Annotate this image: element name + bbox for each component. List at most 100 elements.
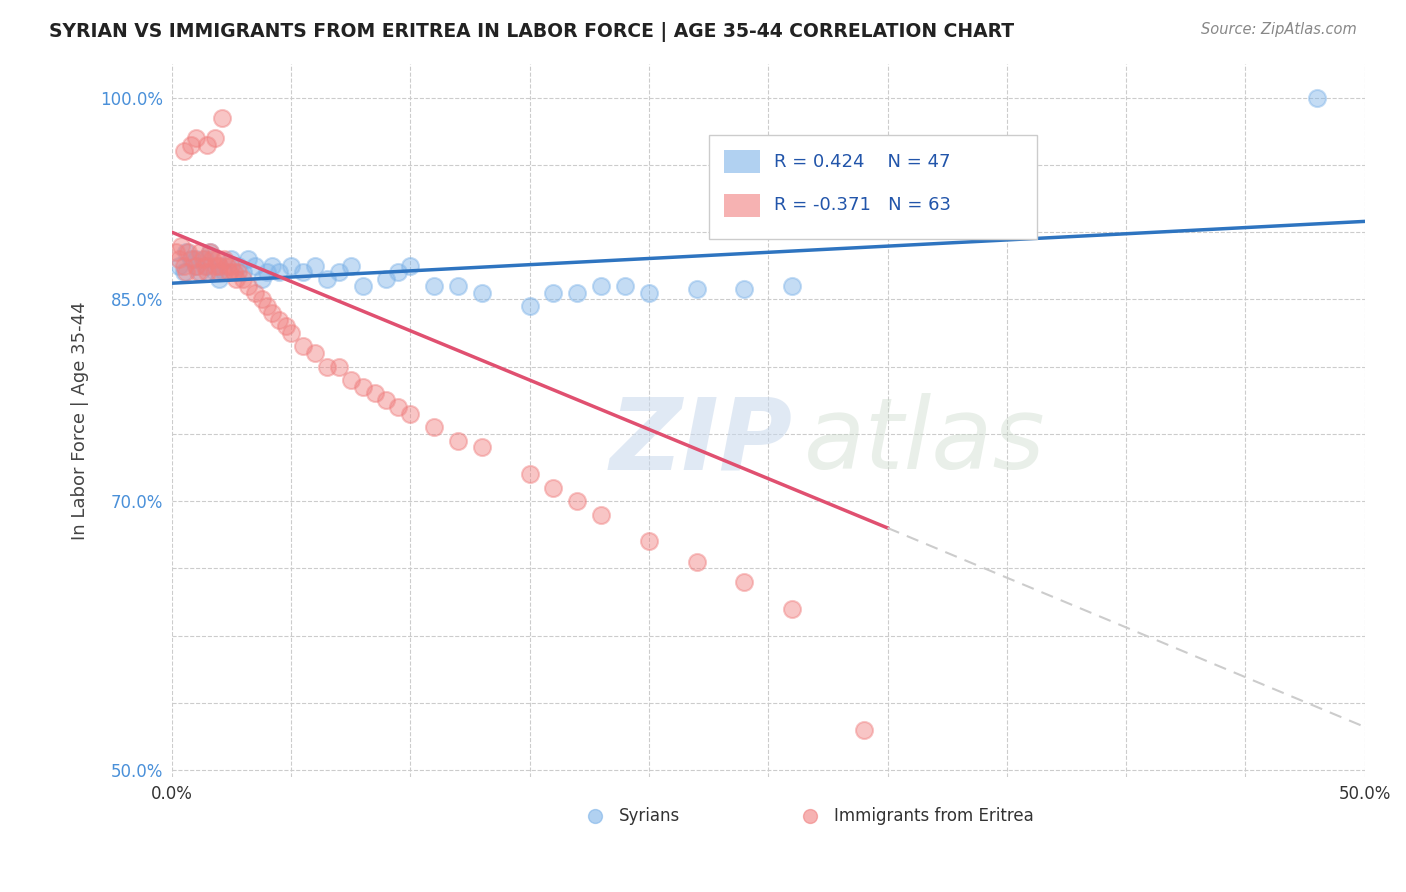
Point — [567, 494, 589, 508]
Point — [215, 259, 238, 273]
Text: ZIP: ZIP — [609, 393, 792, 491]
Point — [180, 137, 202, 152]
Point — [221, 252, 243, 266]
Point — [167, 259, 190, 273]
Point — [232, 272, 254, 286]
Point — [387, 265, 409, 279]
Point — [228, 265, 250, 279]
Point — [387, 400, 409, 414]
Point — [177, 245, 200, 260]
Point — [852, 723, 875, 737]
Point — [245, 285, 267, 300]
Point — [188, 265, 211, 279]
Point — [423, 420, 446, 434]
Point — [276, 319, 298, 334]
Point — [174, 265, 197, 279]
FancyBboxPatch shape — [724, 194, 759, 218]
Point — [471, 285, 494, 300]
Point — [447, 279, 470, 293]
Point — [204, 265, 226, 279]
Point — [212, 252, 235, 266]
Point — [291, 339, 314, 353]
Point — [1306, 91, 1329, 105]
Point — [375, 272, 398, 286]
Point — [173, 145, 195, 159]
Point — [543, 481, 565, 495]
Point — [328, 265, 350, 279]
Point — [519, 467, 541, 482]
Point — [519, 299, 541, 313]
Point — [471, 440, 494, 454]
Point — [218, 265, 240, 279]
Point — [194, 252, 217, 266]
Point — [174, 245, 197, 260]
Point — [181, 252, 204, 266]
Point — [197, 265, 219, 279]
Point — [315, 359, 337, 374]
Point — [328, 359, 350, 374]
Point — [245, 259, 267, 273]
Point — [204, 259, 226, 273]
Point — [543, 285, 565, 300]
Point — [256, 265, 278, 279]
Point — [267, 265, 290, 279]
Point — [222, 265, 245, 279]
Point — [184, 259, 207, 273]
Point — [339, 373, 361, 387]
Point — [304, 259, 326, 273]
Point — [208, 272, 231, 286]
Point — [567, 285, 589, 300]
Point — [236, 252, 259, 266]
Point — [733, 282, 755, 296]
Point — [591, 279, 613, 293]
Point — [780, 279, 803, 293]
Point — [685, 555, 707, 569]
Point — [228, 259, 250, 273]
Point — [638, 285, 661, 300]
Point — [208, 265, 231, 279]
Point — [221, 259, 243, 273]
Point — [252, 293, 274, 307]
Point — [188, 245, 211, 260]
Point — [170, 238, 193, 252]
Point — [232, 265, 254, 279]
Point — [187, 265, 209, 279]
Point — [352, 380, 374, 394]
Point — [447, 434, 470, 448]
Point — [204, 131, 226, 145]
Text: Source: ZipAtlas.com: Source: ZipAtlas.com — [1201, 22, 1357, 37]
Point — [236, 279, 259, 293]
Point — [184, 131, 207, 145]
Point — [197, 259, 219, 273]
Y-axis label: In Labor Force | Age 35-44: In Labor Force | Age 35-44 — [72, 301, 89, 540]
FancyBboxPatch shape — [709, 136, 1036, 239]
Point — [280, 326, 302, 340]
Point — [260, 306, 283, 320]
Point — [205, 252, 228, 266]
Point — [260, 259, 283, 273]
Text: R = 0.424    N = 47: R = 0.424 N = 47 — [775, 153, 950, 171]
Point — [339, 259, 361, 273]
Point — [685, 282, 707, 296]
Point — [638, 534, 661, 549]
Point — [211, 111, 233, 125]
Point — [208, 259, 231, 273]
Point — [733, 574, 755, 589]
Point — [212, 265, 235, 279]
Point — [198, 245, 221, 260]
Point — [995, 198, 1018, 212]
Point — [197, 137, 219, 152]
Point — [225, 272, 247, 286]
Point — [352, 279, 374, 293]
Point — [399, 259, 422, 273]
Text: R = -0.371   N = 63: R = -0.371 N = 63 — [775, 196, 952, 214]
Point — [167, 252, 190, 266]
Point — [291, 265, 314, 279]
Point — [399, 407, 422, 421]
Point — [208, 259, 231, 273]
Text: SYRIAN VS IMMIGRANTS FROM ERITREA IN LABOR FORCE | AGE 35-44 CORRELATION CHART: SYRIAN VS IMMIGRANTS FROM ERITREA IN LAB… — [49, 22, 1014, 42]
Point — [375, 393, 398, 408]
Point — [194, 259, 217, 273]
Point — [201, 252, 224, 266]
Point — [304, 346, 326, 360]
